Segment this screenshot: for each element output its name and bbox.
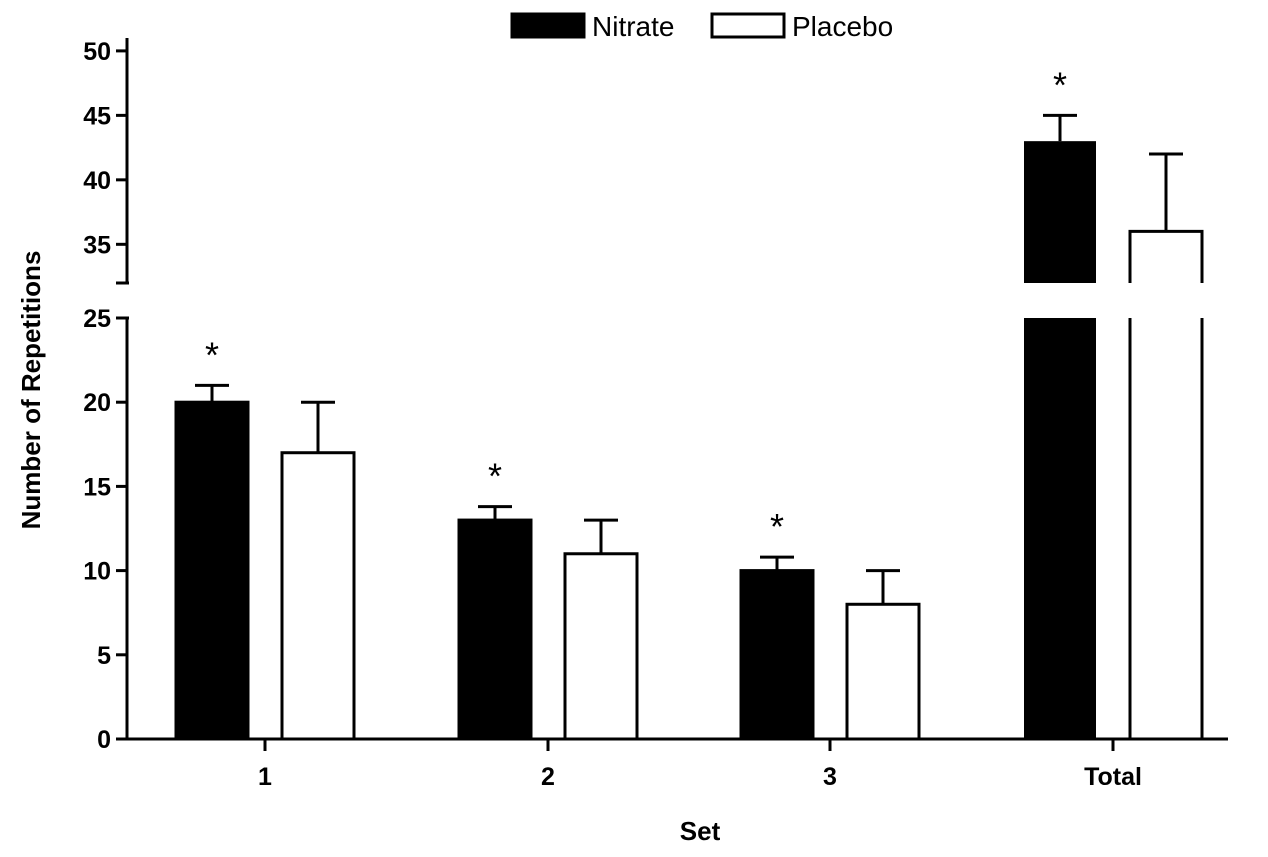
y-ticks: 0 5 10 15 20 25 35 40 45 50 [83, 38, 127, 754]
bar-placebo [280, 451, 356, 741]
x-tick-label: 3 [823, 763, 837, 791]
legend-swatch-placebo [710, 12, 786, 39]
y-lower-tick-label: 10 [83, 558, 111, 586]
bar-nitrate [457, 518, 533, 741]
significance-marker: * [205, 334, 219, 375]
y-axis-title: Number of Repetitions [16, 251, 46, 530]
legend-swatch-nitrate [510, 12, 586, 39]
bar-placebo [563, 552, 639, 741]
bars: * * * * [174, 64, 1204, 741]
significance-marker: * [488, 456, 502, 497]
bar-placebo [845, 602, 921, 741]
x-tick-label: Total [1084, 763, 1142, 791]
y-lower-tick-label: 5 [97, 642, 111, 670]
legend-label-placebo: Placebo [792, 11, 893, 42]
y-lower-tick-label: 25 [83, 305, 111, 333]
bar-nitrate [739, 569, 815, 741]
significance-marker: * [770, 506, 784, 547]
y-upper-tick-label: 50 [83, 38, 111, 66]
bar-nitrate-upper [1024, 141, 1096, 283]
significance-marker: * [1053, 64, 1067, 105]
bar-nitrate-lower [1024, 318, 1096, 739]
x-tick-label: 1 [258, 763, 272, 791]
x-axis-title: Set [680, 816, 721, 846]
y-upper-tick-label: 40 [83, 167, 111, 195]
bar-placebo-lower [1128, 318, 1204, 741]
y-lower-tick-label: 20 [83, 389, 111, 417]
legend-label-nitrate: Nitrate [592, 11, 674, 42]
x-ticks: 1 2 3 Total [258, 739, 1142, 791]
bar-nitrate [174, 400, 250, 741]
y-upper-tick-label: 35 [83, 231, 111, 259]
y-upper-tick-label: 45 [83, 102, 111, 130]
x-tick-label: 2 [541, 763, 555, 791]
legend: Nitrate Placebo [510, 11, 893, 42]
y-lower-tick-label: 15 [83, 473, 111, 501]
y-lower-tick-label: 0 [97, 726, 111, 754]
bar-placebo-upper [1128, 229, 1204, 283]
